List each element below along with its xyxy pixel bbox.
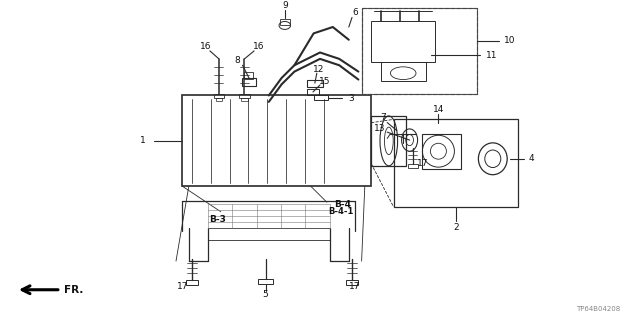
Text: B-4: B-4: [334, 200, 351, 209]
Text: 16: 16: [253, 42, 265, 51]
Text: 10: 10: [504, 36, 516, 45]
Text: 5: 5: [263, 290, 268, 299]
Bar: [362, 8, 477, 94]
Text: B-4-1: B-4-1: [328, 207, 353, 216]
Bar: [242, 78, 256, 86]
Text: 6: 6: [353, 8, 358, 17]
Text: 15: 15: [319, 77, 331, 86]
Bar: [214, 94, 224, 98]
Bar: [422, 134, 461, 169]
Bar: [239, 94, 250, 98]
Bar: [307, 80, 323, 87]
Text: 14: 14: [433, 105, 444, 114]
Text: 13: 13: [374, 124, 385, 133]
Bar: [346, 280, 358, 285]
Bar: [244, 72, 253, 79]
Bar: [258, 279, 273, 284]
Bar: [362, 8, 477, 94]
Text: 17: 17: [349, 282, 361, 291]
Text: 17: 17: [177, 282, 188, 291]
Bar: [371, 21, 435, 62]
Text: 16: 16: [200, 42, 211, 51]
Bar: [408, 164, 418, 168]
Text: 11: 11: [486, 51, 497, 60]
Text: 12: 12: [313, 65, 324, 74]
Bar: [241, 98, 248, 100]
Text: 7: 7: [380, 113, 385, 122]
Text: 3: 3: [348, 93, 353, 102]
Text: 4: 4: [529, 154, 534, 163]
Bar: [371, 116, 406, 166]
Text: 1: 1: [140, 136, 145, 145]
Text: 9: 9: [282, 1, 287, 10]
Text: B-3: B-3: [209, 215, 226, 224]
Bar: [182, 95, 371, 186]
Text: 8: 8: [234, 56, 239, 65]
Bar: [314, 95, 328, 100]
Bar: [307, 89, 319, 95]
Text: FR.: FR.: [64, 285, 83, 295]
Bar: [394, 119, 518, 207]
Bar: [280, 19, 290, 25]
Bar: [186, 280, 198, 285]
Text: TP64B04208: TP64B04208: [576, 306, 621, 312]
Text: 17: 17: [417, 159, 428, 168]
Bar: [216, 98, 222, 100]
Bar: [381, 62, 426, 81]
Text: 2: 2: [453, 223, 459, 232]
